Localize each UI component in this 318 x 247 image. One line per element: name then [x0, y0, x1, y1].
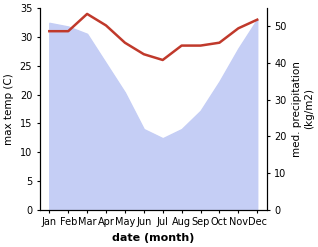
X-axis label: date (month): date (month) — [112, 233, 194, 243]
Y-axis label: med. precipitation
(kg/m2): med. precipitation (kg/m2) — [292, 61, 314, 157]
Y-axis label: max temp (C): max temp (C) — [4, 73, 14, 145]
